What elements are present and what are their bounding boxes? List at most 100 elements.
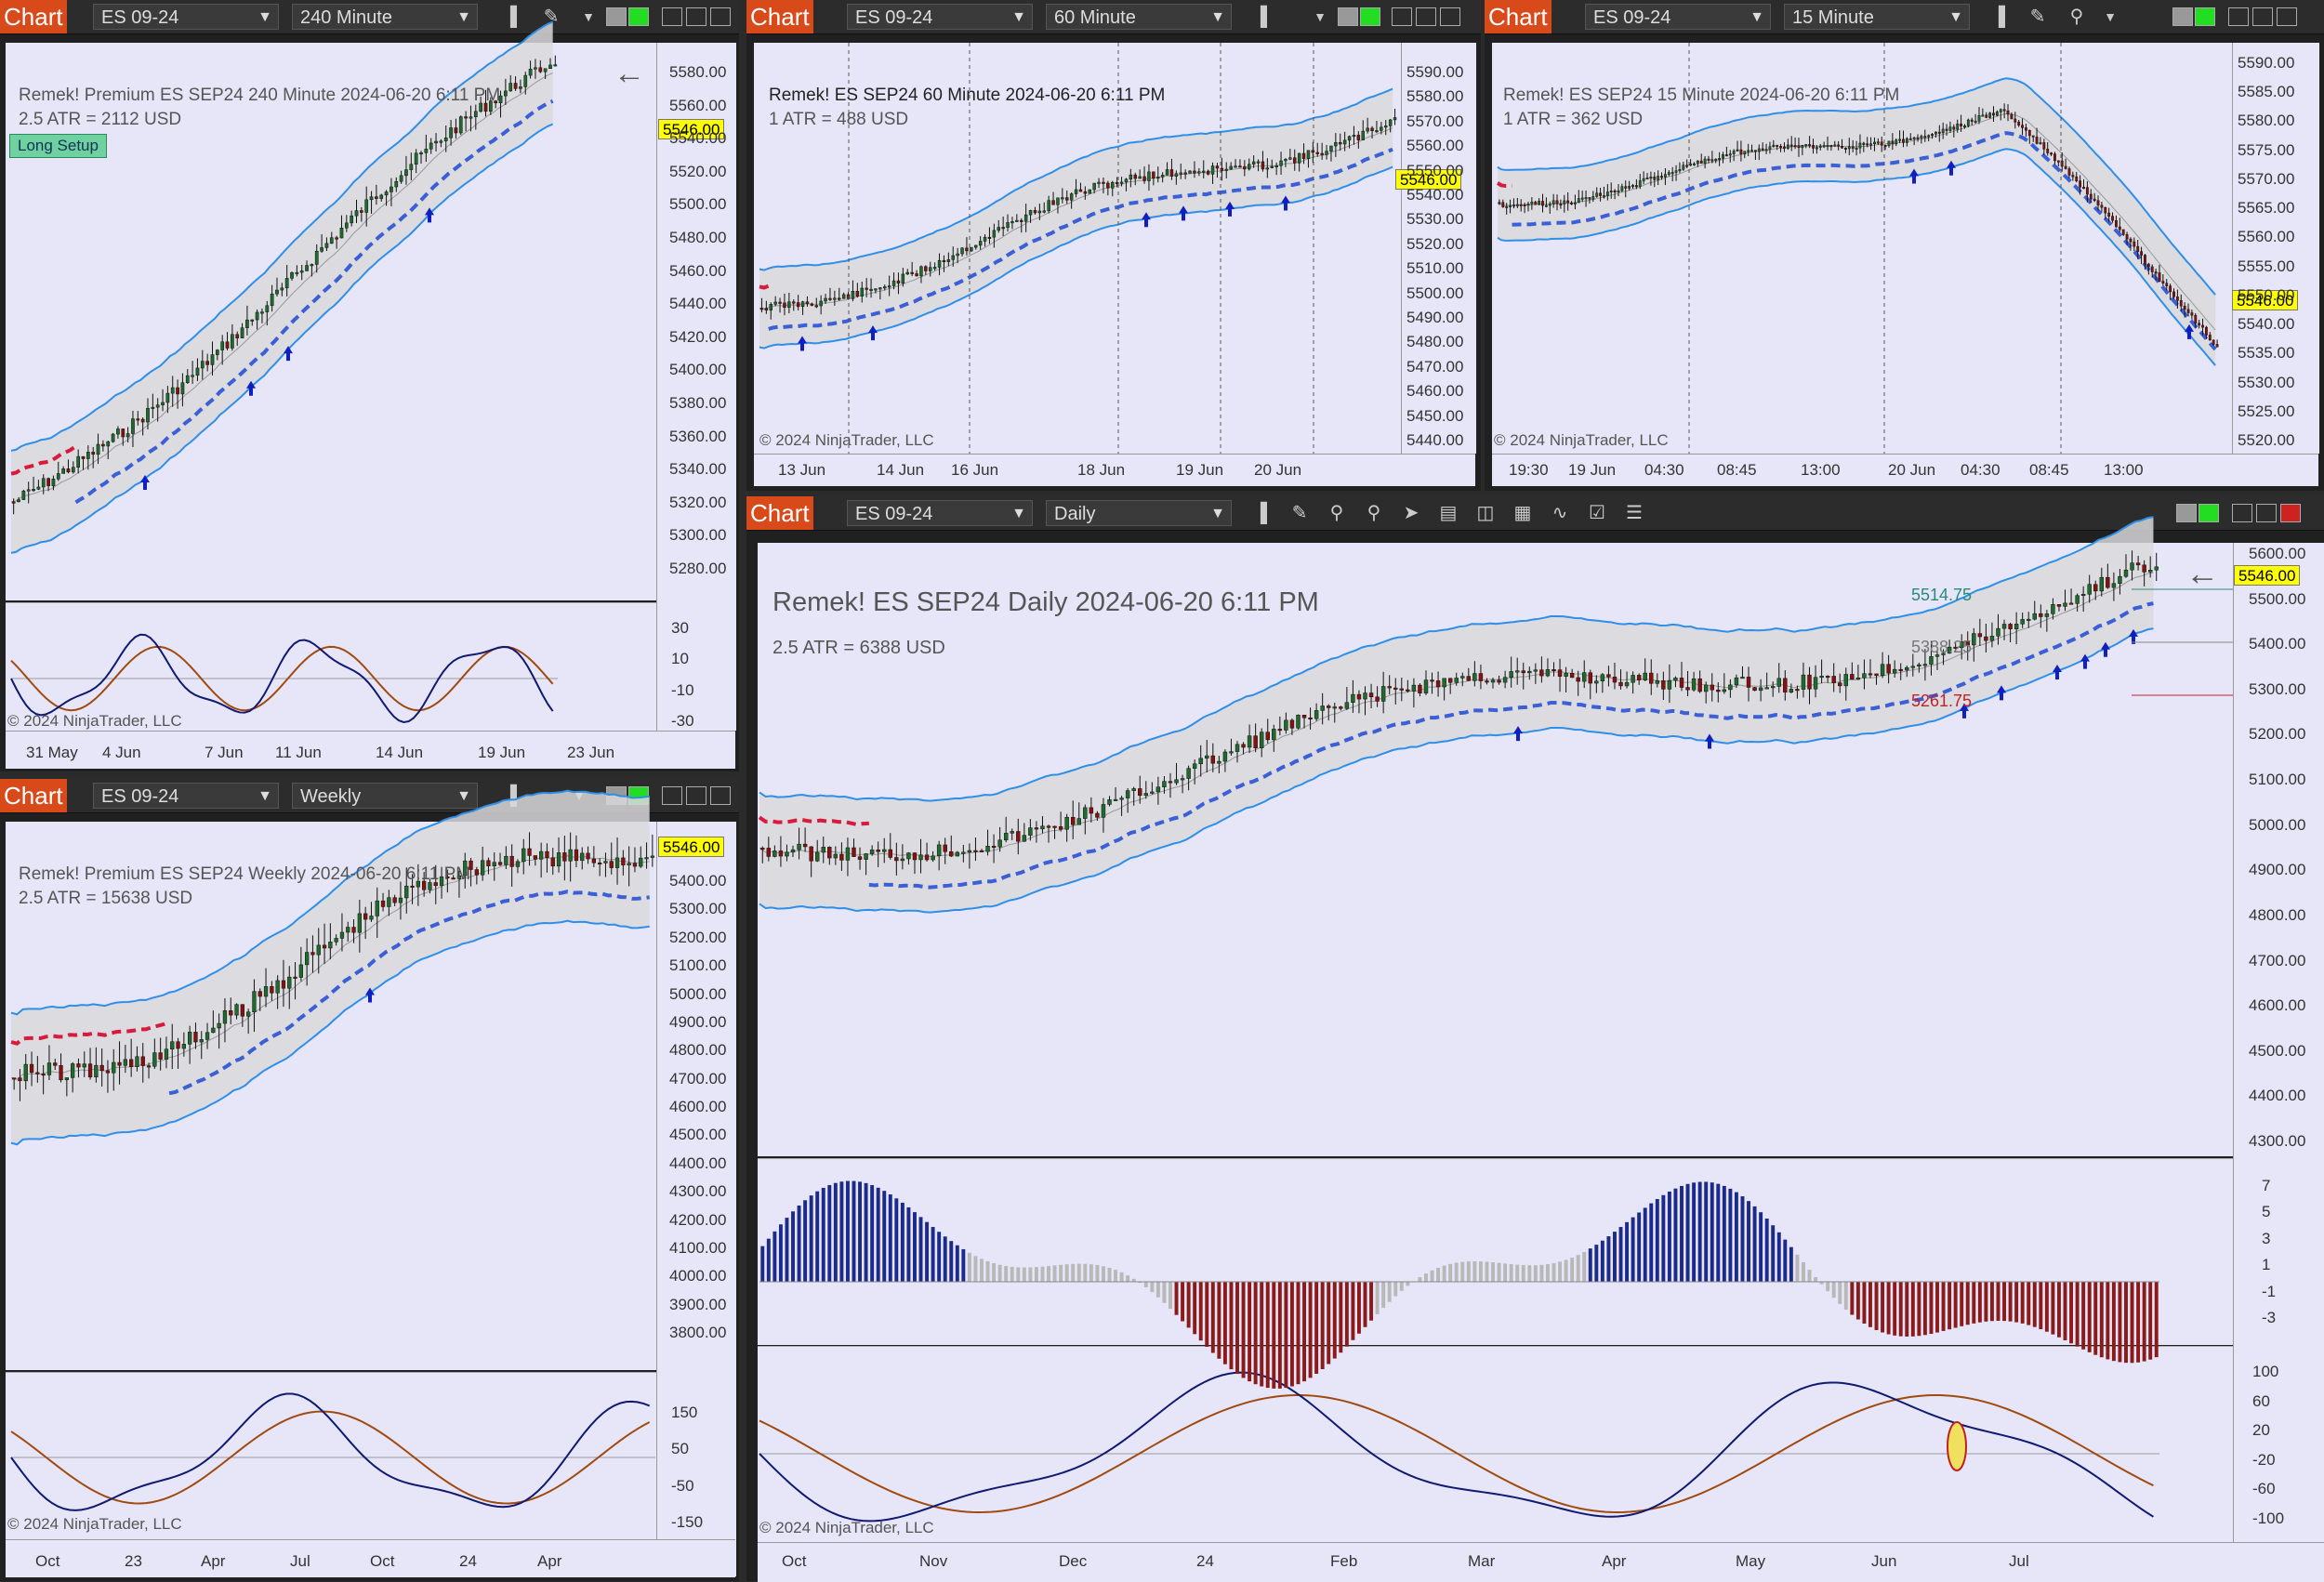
instrument-select[interactable]: ES 09-24 ▼ [93, 783, 279, 809]
candle-body [71, 467, 75, 473]
price-axis[interactable] [656, 822, 736, 1576]
minimize-icon[interactable] [1392, 7, 1412, 26]
draw-tool-icon[interactable]: ✎ [543, 7, 560, 27]
interval-select[interactable]: Daily ▼ [1046, 500, 1232, 526]
price-axis[interactable] [2233, 543, 2324, 1542]
chart-tab[interactable]: Chart [746, 496, 813, 530]
last-price-marker: 5546.00 [658, 119, 725, 139]
window-link-green[interactable] [2195, 7, 2215, 26]
histogram-bar [2142, 1282, 2146, 1362]
instrument-select[interactable]: ES 09-24 ▼ [1585, 4, 1771, 30]
template-icon[interactable]: ◫ [1476, 503, 1495, 523]
candle-body [2014, 624, 2019, 629]
candle-body [1102, 181, 1105, 184]
properties-icon[interactable]: ☑ [1589, 503, 1605, 523]
window-color-gray[interactable] [606, 7, 627, 26]
time-axis[interactable] [758, 1542, 2324, 1582]
price-axis[interactable] [656, 43, 736, 731]
close-icon[interactable] [710, 7, 731, 26]
window-link-green[interactable] [1360, 7, 1380, 26]
window-color-gray[interactable] [2176, 504, 2197, 522]
interval-select[interactable]: 60 Minute ▼ [1046, 4, 1232, 30]
instrument-select[interactable]: ES 09-24 ▼ [847, 500, 1033, 526]
chart-tab[interactable]: Chart [1485, 0, 1552, 33]
time-axis[interactable] [6, 1539, 735, 1577]
window-color-gray[interactable] [2172, 7, 2193, 26]
candle-body [1380, 126, 1383, 131]
chart-tab[interactable]: Chart [0, 779, 67, 812]
back-arrow-icon[interactable]: ← [2185, 554, 2219, 592]
candle-body [1851, 146, 1855, 149]
draw-tool-icon[interactable]: ✎ [2029, 7, 2046, 27]
list-icon[interactable]: ☰ [1626, 503, 1643, 523]
candle-body [1655, 680, 1660, 684]
maximize-icon[interactable] [1416, 7, 1436, 26]
copyright: © 2024 NinjaTrader, LLC [759, 1519, 934, 1536]
chart-tab[interactable]: Chart [0, 0, 67, 33]
window-color-gray[interactable] [1338, 7, 1358, 26]
candle-body [2050, 152, 2053, 155]
interval-select[interactable]: 240 Minute ▼ [292, 4, 478, 30]
maximize-icon[interactable] [2256, 504, 2277, 522]
close-icon[interactable] [1440, 7, 1460, 26]
instrument-select[interactable]: ES 09-24 ▼ [847, 4, 1033, 30]
window-link-green[interactable] [628, 7, 649, 26]
minimize-icon[interactable] [662, 786, 682, 805]
candle-body [1206, 170, 1210, 175]
zoom-in-icon[interactable]: ⚲ [1329, 503, 1344, 523]
bar-style-icon[interactable]: ▐ [1253, 7, 1268, 27]
time-axis[interactable] [1492, 454, 2318, 486]
zoom-out-icon[interactable]: ⚲ [1367, 503, 1381, 523]
histogram-bar [1722, 1185, 1726, 1282]
time-axis[interactable] [754, 454, 1475, 486]
close-icon[interactable] [2280, 504, 2301, 522]
bar-style-icon[interactable]: ▐ [503, 7, 518, 27]
chevron-down-icon[interactable]: ▼ [1314, 9, 1327, 24]
trail-stop-long [168, 890, 650, 1096]
window-link-green[interactable] [2199, 504, 2219, 522]
price-axis[interactable] [1401, 43, 1476, 454]
interval-select[interactable]: Weekly ▼ [292, 783, 478, 809]
candle-body [1235, 744, 1240, 752]
pointer-icon[interactable]: ➤ [1403, 503, 1419, 523]
close-icon[interactable] [2277, 7, 2297, 26]
back-arrow-icon[interactable]: ← [614, 56, 645, 91]
draw-tool-icon[interactable]: ✎ [1291, 503, 1308, 523]
minimize-icon[interactable] [2228, 7, 2249, 26]
candle-body [931, 855, 935, 861]
candle-body [275, 289, 279, 295]
data-box-icon[interactable]: ▤ [1439, 503, 1458, 523]
axis-label: 10 [671, 650, 689, 668]
candle-body [2014, 118, 2017, 123]
upper-band-line [10, 20, 554, 452]
minimize-icon[interactable] [662, 7, 682, 26]
strategies-icon[interactable]: ∿ [1552, 503, 1568, 523]
long-signal-arrow [1142, 212, 1151, 228]
maximize-icon[interactable] [686, 7, 706, 26]
price-panel[interactable] [754, 43, 1401, 454]
price-panel[interactable] [6, 43, 656, 600]
zoom-icon[interactable]: ⚲ [2069, 7, 2084, 27]
instrument-select[interactable]: ES 09-24 ▼ [93, 4, 279, 30]
price-axis[interactable] [2232, 43, 2319, 454]
candle-body [1747, 150, 1750, 152]
indicators-icon[interactable]: ▦ [1513, 503, 1532, 523]
bar-style-icon[interactable]: ▐ [1991, 7, 2006, 27]
oscillator-panel[interactable] [6, 1372, 656, 1540]
candle-body [2190, 312, 2194, 316]
candle-body [527, 848, 532, 856]
interval-select[interactable]: 15 Minute ▼ [1784, 4, 1970, 30]
chevron-down-icon[interactable]: ▼ [2104, 9, 2117, 24]
candle-body [1643, 672, 1647, 680]
candle-body [1142, 176, 1146, 181]
maximize-icon[interactable] [686, 786, 706, 805]
chevron-down-icon[interactable]: ▼ [582, 9, 595, 24]
candle-body [1106, 182, 1110, 189]
time-axis[interactable] [6, 731, 735, 769]
close-icon[interactable] [710, 786, 731, 805]
maximize-icon[interactable] [2252, 7, 2273, 26]
minimize-icon[interactable] [2232, 504, 2252, 522]
chart-tab[interactable]: Chart [746, 0, 813, 33]
candle-body [1015, 219, 1019, 222]
bar-style-icon[interactable]: ▐ [1253, 503, 1268, 523]
